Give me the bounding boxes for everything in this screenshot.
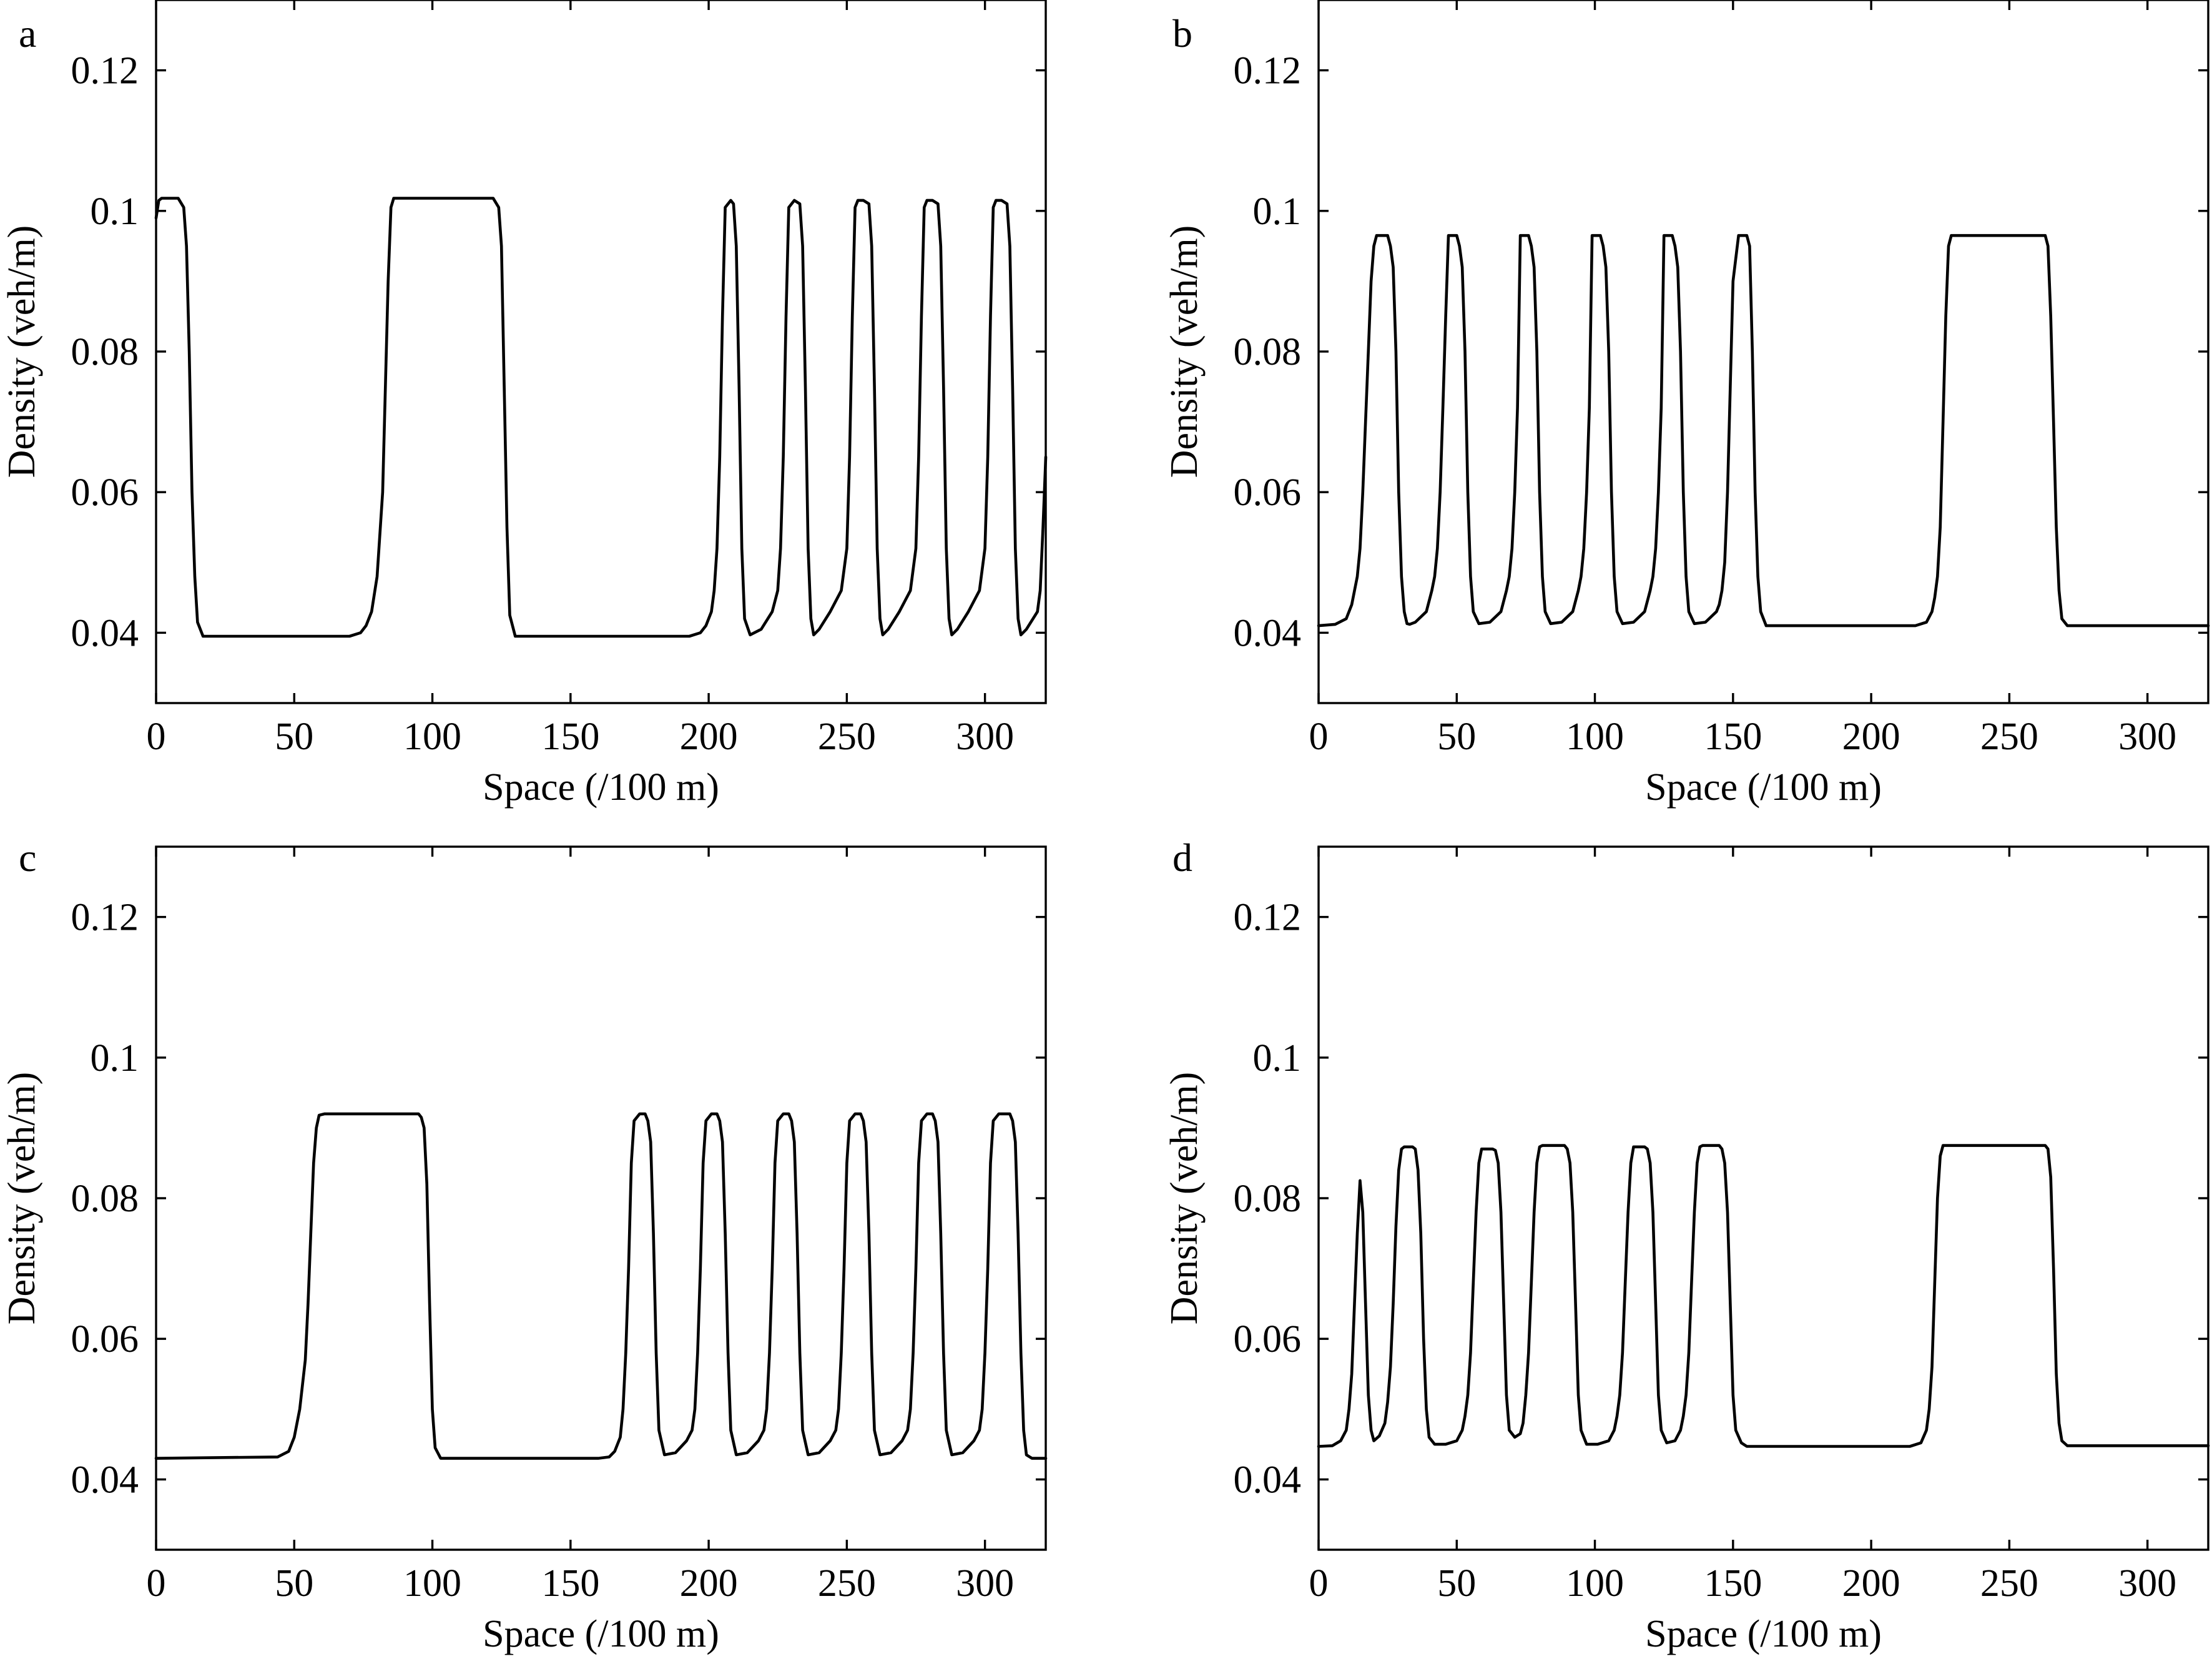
- x-tick-label: 300: [956, 1562, 1014, 1605]
- y-axis-label: Density (veh/m): [1163, 1072, 1206, 1325]
- x-tick-label: 250: [1980, 716, 2038, 758]
- y-tick-label: 0.06: [71, 471, 139, 514]
- x-tick-label: 0: [1309, 1562, 1329, 1605]
- chart-panel-d: 0 50 100 150 200 250 300 0.04 0.06 0.08 0.1 0.12 Spa…: [1163, 835, 2210, 1655]
- y-tick-label: 0.04: [1234, 1459, 1302, 1501]
- y-tick-label: 0.12: [1234, 50, 1302, 92]
- x-tick-label: 100: [403, 1562, 461, 1605]
- x-axis-label: Space (/100 m): [1645, 766, 1882, 809]
- x-tick-label: 200: [680, 1562, 738, 1605]
- density-curve-a: [154, 197, 1048, 638]
- y-tick-label: 0.06: [1234, 471, 1302, 514]
- y-tick-label: 0.06: [1234, 1318, 1302, 1361]
- x-tick-label: 50: [275, 716, 313, 758]
- x-tick-label: 200: [680, 716, 738, 758]
- density-curve-b: [1317, 234, 2210, 628]
- x-tick-label: 150: [1704, 1562, 1762, 1605]
- x-tick-label: 100: [403, 716, 461, 758]
- x-tick-label: 250: [1980, 1562, 2038, 1605]
- y-axis-label: Density (veh/m): [1, 1072, 43, 1325]
- chart-panel-a: 0 50 100 150 200 250 300 0.04 0.06 0.08 0.1 0.12 Spa…: [1, 0, 1048, 809]
- x-tick-label: 150: [1704, 716, 1762, 758]
- x-tick-label: 50: [275, 1562, 313, 1605]
- panel-letter: b: [1172, 11, 1192, 56]
- plot-frame: [155, 845, 1047, 1551]
- x-tick-label: 0: [147, 716, 166, 758]
- y-tick-label: 0.04: [71, 1459, 139, 1501]
- y-axis-label: Density (veh/m): [1163, 225, 1206, 478]
- y-tick-label: 0.12: [71, 50, 139, 92]
- x-tick-label: 50: [1437, 1562, 1476, 1605]
- x-tick-label: 300: [2118, 716, 2176, 758]
- y-tick-label: 0.04: [1234, 612, 1302, 654]
- panel-letter: d: [1172, 835, 1192, 880]
- y-tick-label: 0.06: [71, 1318, 139, 1361]
- y-tick-label: 0.1: [91, 190, 139, 233]
- x-tick-label: 200: [1842, 1562, 1900, 1605]
- y-tick-label: 0.08: [71, 331, 139, 373]
- x-axis-label: Space (/100 m): [1645, 1613, 1882, 1655]
- x-tick-label: 100: [1566, 716, 1624, 758]
- x-tick-label: 150: [541, 716, 599, 758]
- density-curve-d: [1317, 1144, 2210, 1448]
- y-tick-label: 0.12: [1234, 897, 1302, 939]
- y-tick-label: 0.12: [71, 897, 139, 939]
- x-tick-label: 150: [541, 1562, 599, 1605]
- y-tick-label: 0.08: [71, 1178, 139, 1220]
- plot-frame: [1317, 0, 2210, 704]
- y-axis-label: Density (veh/m): [1, 225, 43, 478]
- panel-letter: c: [19, 835, 36, 880]
- x-tick-label: 250: [818, 716, 876, 758]
- x-tick-label: 200: [1842, 716, 1900, 758]
- density-curve-c: [154, 1112, 1048, 1460]
- chart-panel-b: 0 50 100 150 200 250 300 0.04 0.06 0.08 0.1 0.12 Spa…: [1163, 0, 2210, 809]
- panel-letter: a: [19, 11, 36, 56]
- x-tick-label: 300: [2118, 1562, 2176, 1605]
- y-tick-label: 0.04: [71, 612, 139, 654]
- plot-frame: [155, 0, 1047, 704]
- x-axis-label: Space (/100 m): [483, 766, 719, 809]
- x-tick-label: 0: [1309, 716, 1329, 758]
- y-tick-label: 0.1: [1253, 190, 1302, 233]
- x-tick-label: 50: [1437, 716, 1476, 758]
- x-tick-label: 300: [956, 716, 1014, 758]
- y-tick-label: 0.1: [1253, 1037, 1302, 1080]
- x-tick-label: 0: [147, 1562, 166, 1605]
- y-tick-label: 0.08: [1234, 331, 1302, 373]
- x-axis-label: Space (/100 m): [483, 1613, 719, 1655]
- x-tick-label: 100: [1566, 1562, 1624, 1605]
- chart-panel-c: 0 50 100 150 200 250 300 0.04 0.06 0.08 0.1 0.12 Spa…: [1, 835, 1048, 1655]
- x-tick-label: 250: [818, 1562, 876, 1605]
- y-tick-label: 0.08: [1234, 1178, 1302, 1220]
- y-tick-label: 0.1: [91, 1037, 139, 1080]
